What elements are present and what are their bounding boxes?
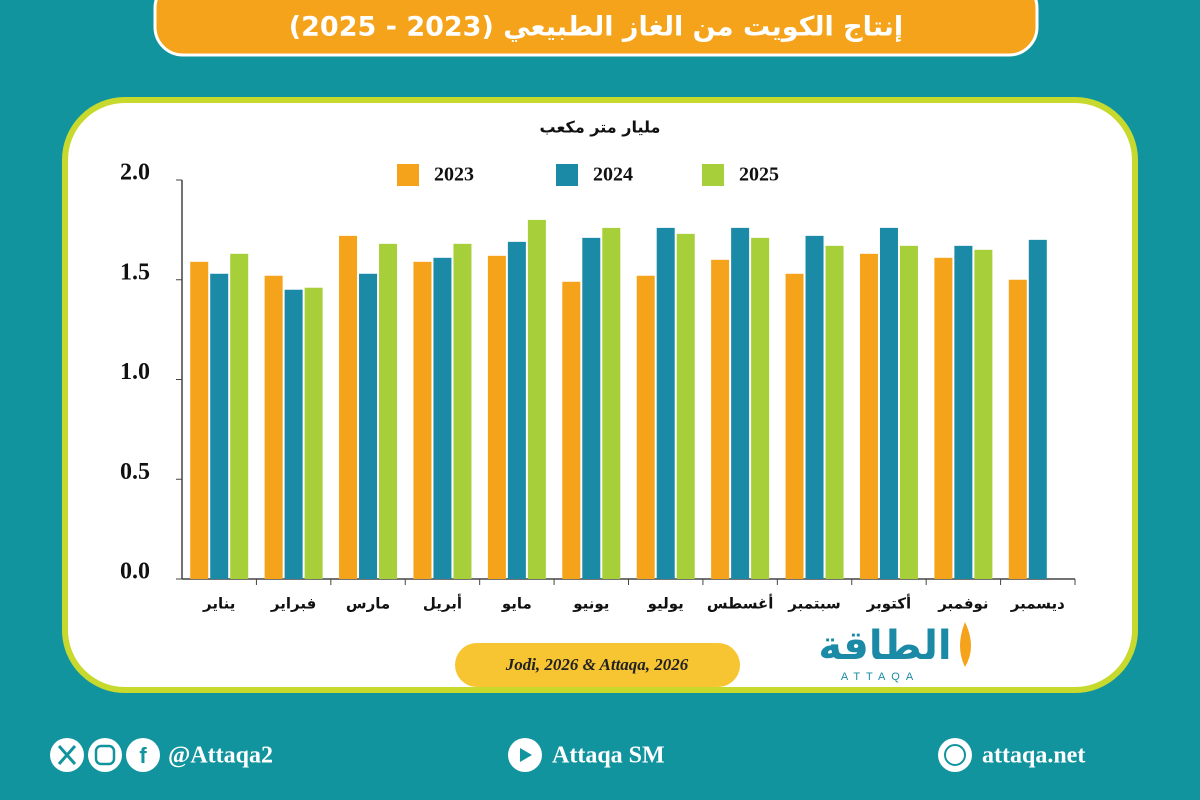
- bar: [433, 257, 452, 579]
- x-tick-label: مايو: [501, 595, 532, 613]
- footer-handle: @Attaqa2: [168, 743, 273, 769]
- social-icons: f: [50, 738, 160, 772]
- bar: [785, 273, 804, 579]
- legend-swatch: [702, 164, 724, 186]
- bar: [1028, 239, 1047, 579]
- bar: [731, 227, 750, 579]
- bar: [582, 237, 601, 580]
- bar: [825, 245, 844, 579]
- bar: [210, 273, 229, 579]
- icon-facebook: [126, 738, 160, 772]
- bar: [954, 245, 973, 579]
- footer-website: attaqa.net: [982, 743, 1085, 769]
- icon-instagram-glyph: [94, 744, 116, 766]
- icon-globe-glyph: [944, 744, 966, 766]
- bar: [487, 255, 506, 579]
- logo-drop: [960, 622, 971, 667]
- bar: [359, 273, 378, 579]
- y-tick-label: 0.5: [120, 459, 150, 485]
- chart-title: إنتاج الكويت من الغاز الطبيعي (2023 - 20…: [289, 12, 903, 43]
- bar: [507, 241, 526, 579]
- bar: [711, 259, 730, 579]
- footer-youtube: Attaqa SM: [552, 743, 665, 769]
- bar: [304, 287, 323, 579]
- y-axis-label: مليار متر مكعب: [540, 118, 661, 137]
- source-pill: [455, 643, 740, 687]
- bar: [751, 237, 770, 580]
- bar: [974, 249, 993, 579]
- bar: [602, 227, 621, 579]
- bar: [339, 235, 358, 580]
- bar: [899, 245, 918, 579]
- bar: [879, 227, 898, 579]
- bar: [190, 261, 209, 579]
- x-tick-label: يوليو: [647, 595, 684, 613]
- bar: [805, 235, 824, 580]
- icon-instagram: [88, 738, 122, 772]
- icon-youtube-glyph: [520, 748, 532, 762]
- x-tick-label: نوفمبر: [937, 595, 988, 613]
- bar: [527, 219, 546, 579]
- x-tick-label: أغسطس: [707, 594, 773, 613]
- bar: [264, 275, 283, 579]
- plot: 0.0 0.5 1.0 1.5 2.0 2023 2024 2025 يناير فبراير ما…: [120, 160, 1076, 613]
- logo-text: الطاقة: [818, 623, 951, 669]
- legend-label: 2023: [434, 164, 474, 186]
- bar: [379, 243, 398, 579]
- icon-x-glyph: [57, 745, 77, 765]
- icon-globe: [938, 738, 972, 772]
- x-tick-label: فبراير: [270, 595, 316, 613]
- legend-swatch: [397, 164, 419, 186]
- x-tick-label: يناير: [202, 595, 235, 613]
- bar: [284, 289, 303, 579]
- x-tick-label: يونيو: [572, 595, 609, 613]
- legend-swatch: [556, 164, 578, 186]
- bar: [859, 253, 878, 579]
- bar: [413, 261, 432, 579]
- bar: [676, 233, 695, 580]
- x-tick-label: أبريل: [423, 594, 462, 613]
- bar: [1008, 279, 1027, 579]
- title-banner: [153, 0, 1039, 57]
- logo-latin: ATTAQA: [841, 671, 919, 683]
- legend-label: 2025: [739, 164, 779, 186]
- y-tick-label: 2.0: [120, 160, 150, 186]
- x-tick-label: أكتوبر: [866, 594, 911, 613]
- x-tick-label: ديسمبر: [1010, 595, 1065, 613]
- x-tick-label: مارس: [346, 595, 390, 613]
- bar: [562, 281, 581, 579]
- x-tick-label: سبتمبر: [787, 595, 841, 613]
- source: Jodi, 2026 & Attaqa, 2026: [505, 655, 689, 674]
- bar: [453, 243, 472, 579]
- y-tick-label: 1.5: [120, 259, 150, 285]
- y-tick-label: 1.0: [120, 359, 150, 385]
- bar: [230, 253, 249, 579]
- bar: [656, 227, 675, 579]
- y-tick-label: 0.0: [120, 559, 150, 585]
- icon-facebook-glyph: f: [139, 743, 147, 768]
- legend-label: 2024: [593, 164, 633, 186]
- bar: [934, 257, 953, 579]
- bar: [636, 275, 655, 579]
